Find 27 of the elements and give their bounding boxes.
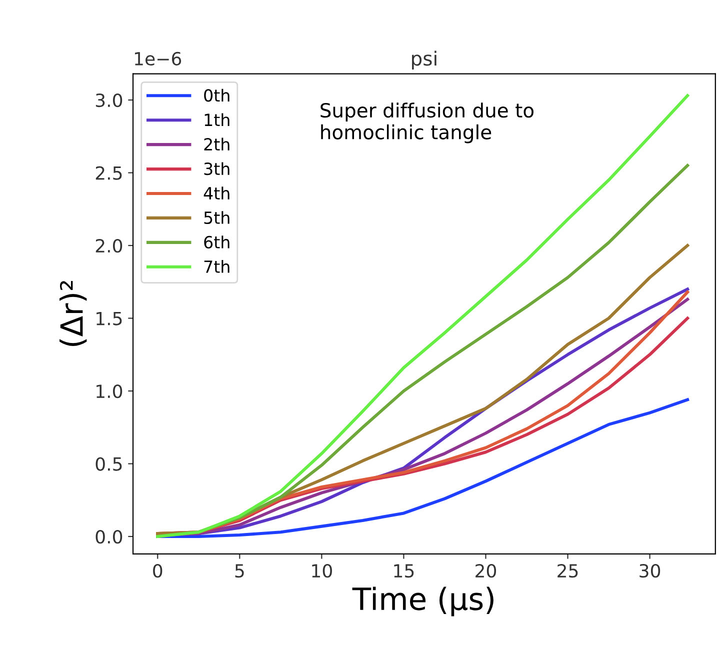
x-tick-label: 15 — [394, 564, 414, 578]
x-tick-label: 10 — [312, 564, 332, 578]
y-tick-label: 1.0 — [96, 384, 122, 398]
y-tick-label: 2.0 — [96, 238, 122, 253]
legend-label: 5th — [204, 211, 230, 224]
x-tick-label: 20 — [476, 564, 496, 578]
y-tick-label: 0.0 — [96, 530, 122, 544]
x-tick-label: 5 — [235, 564, 244, 578]
annotation: Super diffusion due to homoclinic tangle — [320, 102, 534, 144]
x-tick-label: 30 — [640, 564, 660, 578]
text: 1e−6 — [135, 52, 182, 66]
legend-label: 6th — [204, 236, 230, 248]
y-tick-label: 2.5 — [96, 166, 122, 180]
x-axis-title: Time (μs) — [352, 586, 494, 616]
legend-label: 7th — [204, 260, 230, 273]
chart-title: psi — [412, 50, 436, 70]
legend-label: 2th — [204, 138, 230, 150]
y-tick-label: 1.5 — [96, 312, 122, 326]
x-tick-label: 25 — [558, 564, 578, 578]
y-axis-title: (Δr)² — [59, 281, 87, 346]
x-tick-label: 0 — [153, 564, 162, 578]
legend-label: 0th — [204, 88, 230, 102]
legend-label: 3th — [204, 162, 230, 176]
legend-label: 1th — [204, 113, 230, 126]
y-tick-label: 3.0 — [96, 93, 122, 108]
legend-label: 4th — [204, 186, 230, 200]
y-tick-label: 0.5 — [96, 457, 122, 471]
